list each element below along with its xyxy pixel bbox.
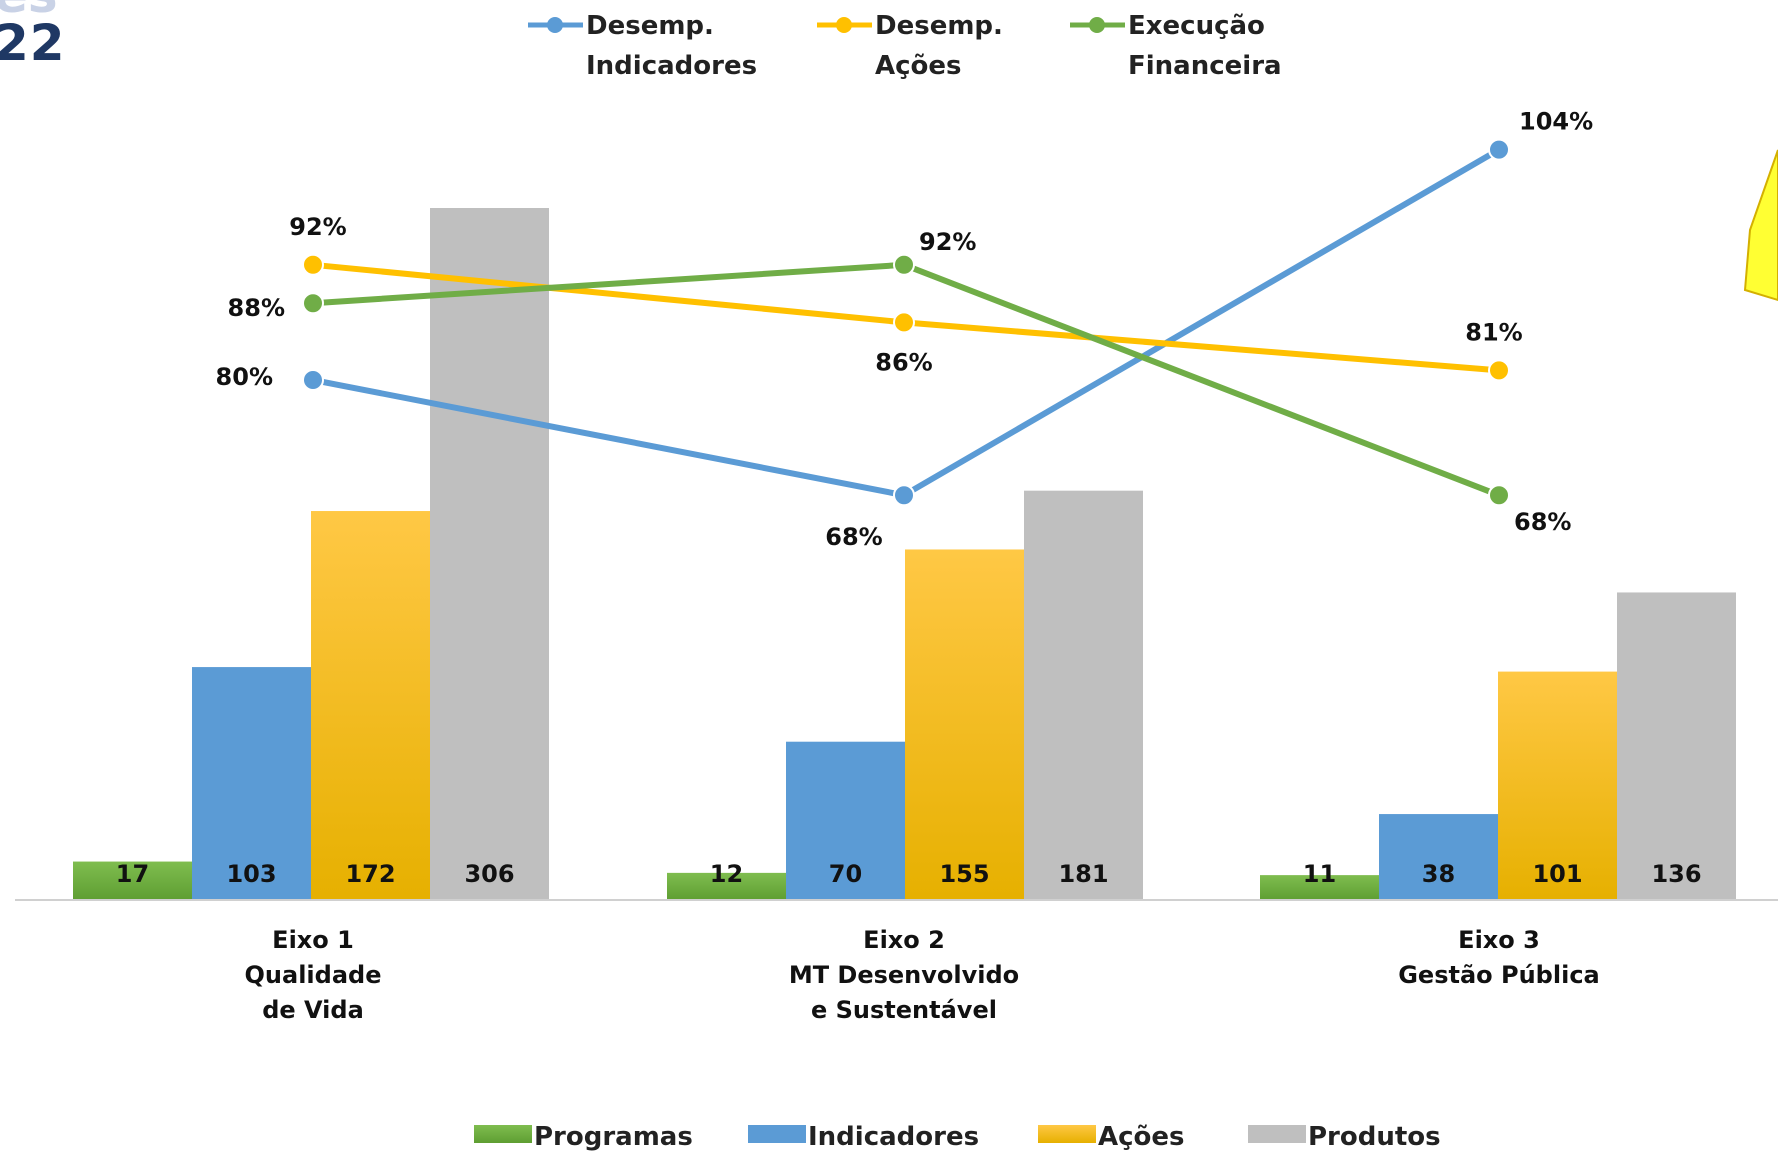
point-desemp-acoes-1 <box>302 253 324 276</box>
point-label-desemp-indicadores-1: 80% <box>216 363 273 391</box>
bar-programas-2 <box>667 872 786 900</box>
bar-value-label-programas-1: 17 <box>116 860 149 888</box>
bar-acoes-3 <box>1498 671 1617 900</box>
bar-value-label-programas-2: 12 <box>710 860 743 888</box>
svg-text:Programas: Programas <box>534 1122 693 1151</box>
bar-value-label-indicadores-1: 103 <box>226 860 276 888</box>
bar-produtos-3 <box>1617 592 1736 900</box>
point-label-desemp-acoes-3: 81% <box>1465 318 1522 346</box>
point-desemp-indicadores-3 <box>1488 138 1510 161</box>
page-title-fragment: es <box>0 0 58 24</box>
point-desemp-indicadores-2 <box>893 484 915 507</box>
bar-value-label-indicadores-3: 38 <box>1422 860 1455 888</box>
legend-item-desemp-acoes: Desemp. Ações <box>817 11 1003 81</box>
bar-indicadores-2 <box>786 741 905 900</box>
svg-text:Ações: Ações <box>1098 1122 1185 1151</box>
legend-item-produtos: Produtos <box>1248 1122 1441 1151</box>
bar-programas-3 <box>1260 875 1379 900</box>
point-desemp-indicadores-1 <box>302 369 324 391</box>
bar-produtos-1 <box>430 208 549 900</box>
point-execucao-financeira-3 <box>1488 484 1510 507</box>
bar-value-label-produtos-3: 136 <box>1651 860 1701 888</box>
point-label-execucao-financeira-2: 92% <box>919 228 976 256</box>
line-legend: Desemp. Indicadores Desemp. Ações Execução Fi… <box>528 11 1282 81</box>
svg-text:Indicadores: Indicadores <box>808 1122 979 1151</box>
point-label-desemp-indicadores-2: 68% <box>825 523 882 551</box>
bar-value-label-produtos-2: 181 <box>1058 860 1108 888</box>
bar-acoes-2 <box>905 549 1024 900</box>
bar-programas-1 <box>73 861 192 900</box>
point-label-desemp-acoes-1: 92% <box>289 213 346 241</box>
bar-value-label-acoes-2: 155 <box>939 860 989 888</box>
svg-text:Desemp.Ações: Desemp. Ações <box>875 11 1003 81</box>
legend-item-execucao-financeira: Execução Financeira <box>1070 11 1282 81</box>
point-execucao-financeira-2 <box>893 253 915 276</box>
bar-value-label-acoes-1: 172 <box>345 860 395 888</box>
bar-value-label-produtos-1: 306 <box>464 860 514 888</box>
bars-layer <box>73 208 1736 900</box>
bar-acoes-1 <box>311 511 430 900</box>
legend-item-programas: Programas <box>474 1122 693 1151</box>
svg-text:Desemp.Indicadores: Desemp. Indicadores <box>586 11 757 81</box>
category-label-1: Eixo 1 Qualidade de Vida <box>245 926 382 1024</box>
point-desemp-acoes-2 <box>893 311 915 334</box>
category-label-2: Eixo 2 MT Desenvolvido e Sustentável <box>789 926 1019 1024</box>
legend-item-indicadores: Indicadores <box>748 1122 979 1151</box>
page-title: 22 <box>0 14 66 72</box>
bar-labels-layer: 17 12 11 103 70 38 172 155 101 306 181 136 <box>116 860 1702 888</box>
category-label-3: Eixo 3 Gestão Pública <box>1398 926 1600 989</box>
legend-item-desemp-indicadores: Desemp. Indicadores <box>528 11 757 81</box>
callout-shape <box>1743 149 1778 302</box>
bar-legend: Programas Indicadores Ações Produtos <box>474 1122 1441 1151</box>
bar-value-label-acoes-3: 101 <box>1532 860 1582 888</box>
point-label-desemp-indicadores-3: 104% <box>1519 108 1593 136</box>
point-label-desemp-acoes-2: 86% <box>875 348 932 376</box>
bar-indicadores-3 <box>1379 814 1498 900</box>
point-execucao-financeira-1 <box>302 292 324 315</box>
bar-value-label-programas-3: 11 <box>1303 860 1336 888</box>
lines-layer: 80% 68% 104% 92% 86% 81% 88% 92% 68% <box>216 108 1594 552</box>
svg-text:Produtos: Produtos <box>1308 1122 1441 1151</box>
bar-produtos-2 <box>1024 490 1143 900</box>
point-label-execucao-financeira-3: 68% <box>1514 508 1571 536</box>
bar-value-label-indicadores-2: 70 <box>829 860 862 888</box>
bar-indicadores-1 <box>192 667 311 900</box>
legend-item-acoes: Ações <box>1038 1122 1185 1151</box>
point-desemp-acoes-3 <box>1488 359 1510 382</box>
category-labels-layer: Eixo 1 Qualidade de Vida Eixo 2 MT Desenvolv… <box>245 926 1600 1024</box>
point-label-execucao-financeira-1: 88% <box>228 294 285 322</box>
